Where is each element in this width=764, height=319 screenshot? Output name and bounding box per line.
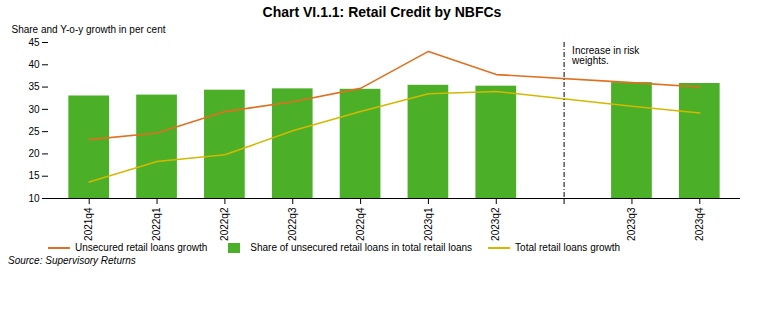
svg-text:45: 45 bbox=[28, 37, 40, 48]
svg-text:2022q2: 2022q2 bbox=[219, 207, 230, 241]
svg-text:30: 30 bbox=[28, 104, 40, 115]
svg-text:2022q1: 2022q1 bbox=[151, 207, 162, 241]
svg-text:20: 20 bbox=[28, 148, 40, 159]
svg-text:40: 40 bbox=[28, 59, 40, 70]
svg-text:15: 15 bbox=[28, 170, 40, 181]
svg-text:2023q4: 2023q4 bbox=[694, 207, 705, 241]
svg-text:Share and Y-o-y growth in per: Share and Y-o-y growth in per cent bbox=[12, 24, 166, 35]
svg-text:2022q4: 2022q4 bbox=[355, 207, 366, 241]
svg-text:2022q3: 2022q3 bbox=[287, 207, 298, 241]
svg-text:25: 25 bbox=[28, 126, 40, 137]
html-text:Share of unsecured retail loan: Share of unsecured retail loans in total… bbox=[250, 242, 473, 253]
svg-text:2021q4: 2021q4 bbox=[83, 207, 94, 241]
svg-text:10: 10 bbox=[28, 193, 40, 204]
svg-text:2023q3: 2023q3 bbox=[626, 207, 637, 241]
html-text:Total retail loans growth: Total retail loans growth bbox=[515, 242, 621, 253]
html-text:Source: Supervisory Returns: Source: Supervisory Returns bbox=[8, 255, 136, 266]
svg-text:2023q1: 2023q1 bbox=[423, 207, 434, 241]
html-text:Chart VI.1.1: Retail Credit by: Chart VI.1.1: Retail Credit by NBFCs bbox=[262, 4, 502, 20]
svg-text:Increase in riskweights.: Increase in riskweights. bbox=[571, 45, 640, 66]
html-text:Unsecured retail loans growth: Unsecured retail loans growth bbox=[75, 242, 208, 253]
svg-text:35: 35 bbox=[28, 81, 40, 92]
svg-text:2023q2: 2023q2 bbox=[490, 207, 501, 241]
